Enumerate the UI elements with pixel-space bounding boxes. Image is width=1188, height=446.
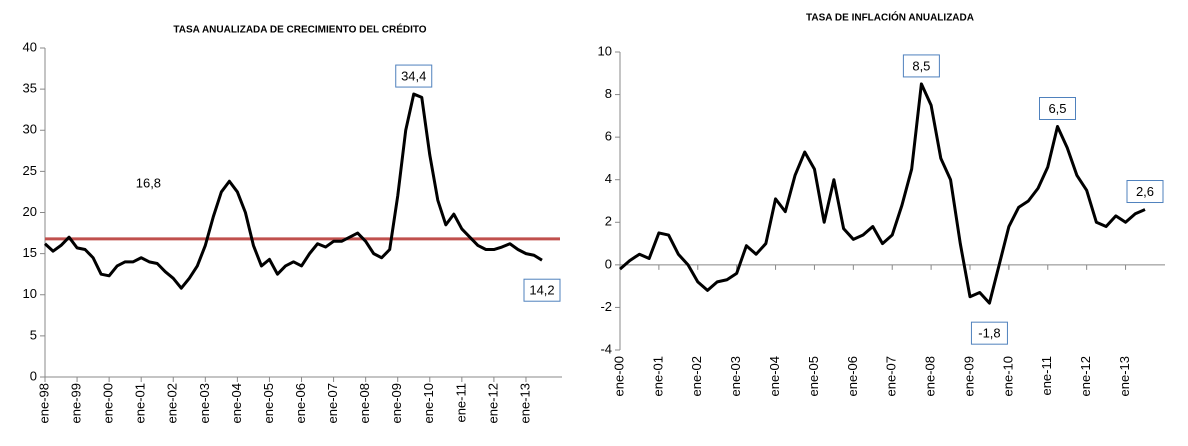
y-tick-label: 35 [23, 81, 37, 96]
x-tick-label: ene-09 [389, 383, 404, 423]
value-label: 14,2 [529, 283, 554, 298]
x-tick-label: ene-10 [421, 383, 436, 423]
y-tick-label: 25 [23, 163, 37, 178]
x-tick-label: ene-00 [101, 383, 116, 423]
y-tick-label: 0 [30, 368, 37, 383]
x-tick-label: ene-05 [806, 356, 821, 396]
data-line [43, 92, 543, 290]
x-tick-label: ene-98 [36, 383, 51, 423]
y-tick-label: 30 [23, 122, 37, 137]
y-tick-label: 6 [605, 129, 612, 144]
x-tick-label: ene-04 [229, 383, 244, 423]
x-tick-label: ene-11 [1039, 356, 1054, 396]
value-label-box [523, 278, 561, 302]
chart-title: TASA ANUALIZADA DE CRECIMIENTO DEL CRÉDI… [173, 23, 426, 36]
y-tick-label: 4 [605, 171, 612, 186]
x-tick-label: ene-03 [728, 356, 743, 396]
x-tick-label: ene-11 [453, 383, 468, 423]
x-tick-label: ene-01 [650, 356, 665, 396]
x-tick-label: ene-04 [767, 356, 782, 396]
y-tick-label: -4 [600, 341, 612, 356]
chart-title: TASA DE INFLACIÓN ANUALIZADA [806, 11, 974, 24]
data-line [619, 82, 1146, 305]
x-tick-label: ene-08 [357, 383, 372, 423]
value-label: 2,6 [1136, 184, 1154, 199]
y-tick-label: 20 [23, 204, 37, 219]
value-label-box [1039, 97, 1076, 120]
x-tick-label: ene-00 [611, 356, 626, 396]
x-tick-label: ene-07 [325, 383, 340, 423]
x-tick-label: ene-07 [884, 356, 899, 396]
y-tick-label: 5 [30, 327, 37, 342]
x-tick-label: ene-09 [961, 356, 976, 396]
y-tick-label: 2 [605, 214, 612, 229]
x-tick-label: ene-01 [133, 383, 148, 423]
value-label-box [395, 64, 433, 88]
value-label-box [902, 54, 940, 78]
value-label: 8,5 [912, 58, 930, 73]
y-tick-label: 0 [605, 256, 612, 271]
value-label-box [970, 321, 1008, 345]
y-tick-label: -2 [600, 299, 612, 314]
y-tick-label: 10 [598, 43, 612, 58]
y-tick-label: 40 [23, 39, 37, 54]
y-tick-label: 8 [605, 86, 612, 101]
x-tick-label: ene-13 [517, 383, 532, 423]
value-label: 34,4 [401, 68, 426, 83]
x-tick-label: ene-06 [845, 356, 860, 396]
value-label: 6,5 [1048, 101, 1066, 116]
value-label-box [1126, 180, 1164, 204]
y-tick-label: 10 [23, 286, 37, 301]
reference-label: 16,8 [136, 175, 161, 190]
x-tick-label: ene-02 [689, 356, 704, 396]
x-tick-label: ene-02 [165, 383, 180, 423]
x-tick-label: ene-99 [69, 383, 84, 423]
x-tick-label: ene-03 [197, 383, 212, 423]
x-tick-label: ene-08 [923, 356, 938, 396]
value-label: -1,8 [978, 326, 1000, 341]
x-tick-label: ene-13 [1117, 356, 1132, 396]
x-tick-label: ene-10 [1000, 356, 1015, 396]
x-tick-label: ene-12 [1078, 356, 1093, 396]
x-tick-label: ene-12 [485, 383, 500, 423]
x-tick-label: ene-05 [261, 383, 276, 423]
x-tick-label: ene-06 [293, 383, 308, 423]
y-tick-label: 15 [23, 245, 37, 260]
